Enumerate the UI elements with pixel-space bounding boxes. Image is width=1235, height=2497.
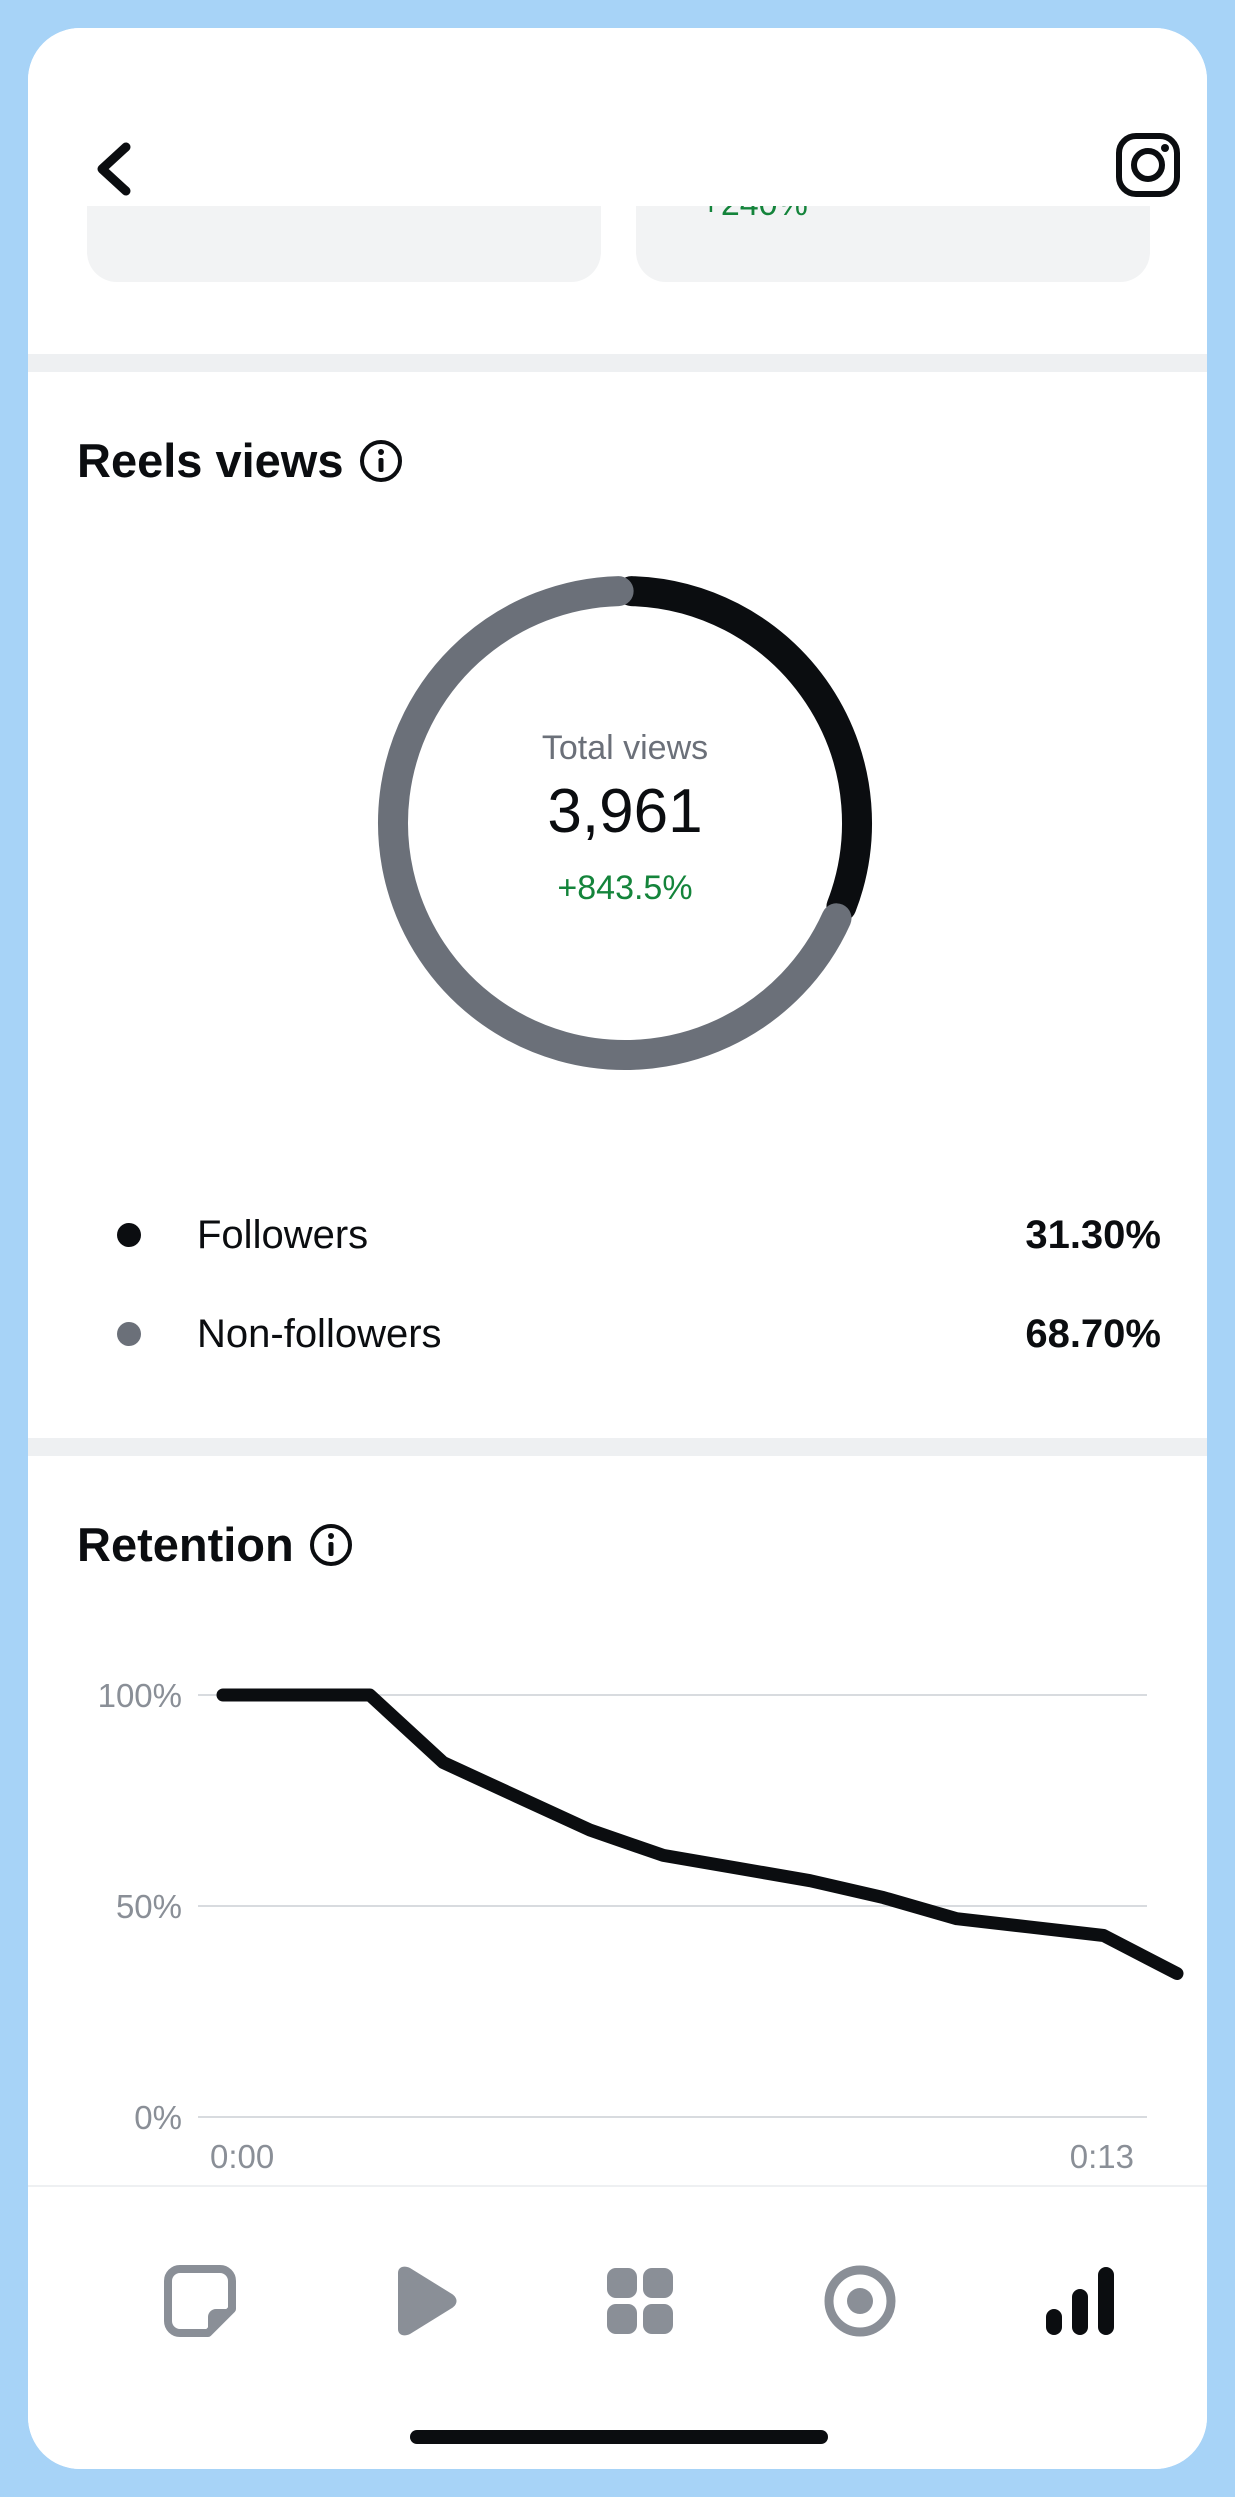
y-tick-label: 100% (98, 1677, 182, 1714)
reels-play-icon[interactable] (370, 2251, 470, 2351)
phone-screen: +240% Reels views Total views 3,961 +843… (28, 28, 1207, 2469)
x-tick-label: 0:13 (1070, 2138, 1134, 2175)
section-divider (28, 1438, 1207, 1456)
section-title-text: Retention (77, 1518, 294, 1571)
bottom-tab-bar (28, 2185, 1207, 2469)
legend-value: 68.70% (1025, 1311, 1161, 1356)
y-tick-label: 50% (116, 1888, 182, 1925)
retention-chart: 100% 50% 0% 0:00 0:13 (98, 1677, 1184, 2175)
home-indicator (410, 2430, 828, 2444)
retention-line (216, 1688, 1184, 1980)
donut-center: Total views 3,961 +843.5% (370, 568, 880, 1078)
live-icon[interactable] (810, 2251, 910, 2351)
legend-item-non-followers: Non-followers 68.70% (98, 1304, 1161, 1364)
total-views-delta: +843.5% (557, 868, 693, 907)
retention-title: Retention (77, 1517, 354, 1572)
x-tick-label: 0:00 (210, 2138, 274, 2175)
legend-dot (117, 1322, 141, 1346)
y-tick-label: 0% (134, 2099, 182, 2136)
info-icon[interactable] (358, 438, 404, 484)
post-icon[interactable] (150, 2251, 250, 2351)
total-views-value: 3,961 (547, 776, 703, 846)
legend-dot (117, 1223, 141, 1247)
legend-value: 31.30% (1025, 1212, 1161, 1257)
reels-views-title: Reels views (77, 433, 404, 488)
section-title-text: Reels views (77, 434, 344, 487)
insights-bar-chart-icon[interactable] (1030, 2251, 1130, 2351)
legend-item-followers: Followers 31.30% (98, 1205, 1161, 1265)
donut-label: Total views (541, 728, 709, 767)
donut-chart (378, 576, 872, 1070)
grid-icon[interactable] (590, 2251, 690, 2351)
legend-label: Non-followers (197, 1311, 442, 1356)
legend-label: Followers (197, 1212, 369, 1257)
instagram-icon[interactable] (1086, 106, 1186, 206)
donut-segment-followers (616, 576, 872, 922)
header (28, 28, 1207, 206)
section-divider (28, 354, 1207, 372)
total-views-donut: Total views 3,961 +843.5% (370, 568, 880, 1078)
info-icon[interactable] (308, 1522, 354, 1568)
chevron-left-icon[interactable] (82, 113, 140, 197)
donut-segment-non-followers (378, 576, 852, 1070)
